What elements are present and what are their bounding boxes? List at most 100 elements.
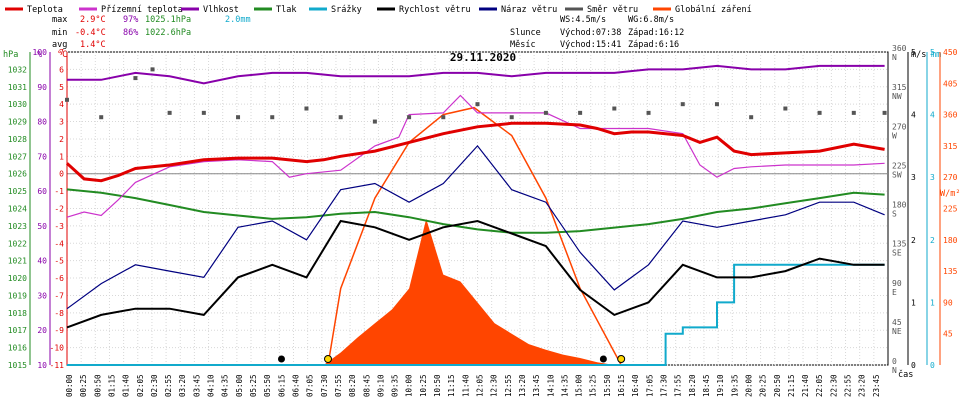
axis-temperature-tick: 1 — [59, 152, 64, 161]
legend-label-6: Náraz větru — [501, 5, 557, 15]
x-tick-label: 18:20 — [688, 374, 697, 397]
axis-pressure-tick: 1023 — [8, 222, 27, 231]
wind-dir-point — [817, 110, 822, 115]
x-tick-label: 11:15 — [447, 374, 456, 397]
axis-winddir-tick: 45 — [892, 318, 902, 327]
wind-dir-point — [150, 67, 155, 72]
wind-gust-speed: WG:6.8m/s — [628, 15, 674, 25]
unit-degc: °C — [57, 50, 67, 60]
x-tick-label: 05:00 — [235, 374, 244, 397]
x-tick-label: 22:05 — [815, 374, 824, 397]
x-tick-label: 07:05 — [306, 374, 315, 397]
x-tick-label: 14:10 — [546, 374, 555, 397]
axis-temperature-tick: -1 — [54, 187, 64, 196]
x-tick-label: 11:40 — [461, 374, 470, 397]
x-tick-label: 17:30 — [660, 374, 669, 397]
axis-winddir-label: SE — [892, 249, 902, 258]
stat-max-rain: 2.0mm — [225, 15, 251, 25]
wind-dir-point — [783, 106, 788, 111]
stats-block: max 2.9°C 97% 1025.1hPa 2.0mm min -0.4°C… — [52, 15, 251, 50]
wind-avg-speed: WS:4.5m/s — [560, 15, 606, 25]
axis-pressure-tick: 1021 — [8, 257, 27, 266]
wind-dir-point — [646, 110, 651, 115]
legend-label-5: Rychlost větru — [399, 5, 471, 15]
axis-radiation-tick: 45 — [943, 330, 953, 339]
series-theoretical-radiation — [327, 106, 622, 366]
axis-radiation-tick: 315 — [943, 142, 958, 151]
unit-pct: % — [37, 50, 42, 60]
axis-pressure-tick: 1024 — [8, 205, 27, 214]
wind-dir-point — [475, 102, 480, 107]
axis-pressure-tick: 1026 — [8, 170, 27, 179]
axis-temperature-tick: -10 — [50, 344, 65, 353]
wind-dir-point — [714, 102, 719, 107]
axis-temperature-tick: 6 — [59, 65, 64, 74]
x-tick-label: 02:30 — [150, 374, 159, 397]
axis-pressure-tick: 1020 — [8, 274, 27, 283]
axis-pressure-tick: 1029 — [8, 118, 27, 127]
axis-winddir-label: S — [892, 210, 897, 219]
axis-temperature-tick: 2 — [59, 135, 64, 144]
x-tick-label: 10:25 — [419, 374, 428, 397]
x-tick-label: 00:50 — [93, 374, 102, 397]
series-wind-speed — [66, 219, 885, 329]
x-tick-label: 04:35 — [221, 374, 230, 397]
axis-radiation-tick: 270 — [943, 173, 958, 182]
axis-wind-tick: 0 — [911, 361, 916, 370]
x-tick-label: 23:20 — [858, 374, 867, 397]
moon-label: Měsíc — [510, 40, 536, 50]
axis-pressure-tick: 1025 — [8, 187, 27, 196]
axis-radiation-tick: 225 — [943, 205, 958, 214]
axis-temperature-tick: 5 — [59, 83, 64, 92]
axis-wind-tick: 5 — [911, 48, 916, 57]
wind-dir-point — [543, 110, 548, 115]
x-tick-label: 08:45 — [362, 374, 371, 397]
axis-temperature-tick: -2 — [54, 205, 64, 214]
wind-dir-point — [509, 115, 514, 120]
wind-dir-point — [236, 115, 241, 120]
axis-winddir-tick: 90 — [892, 279, 902, 288]
axis-winddir-label: SW — [892, 170, 902, 179]
x-axis-ticks: 00:00 00:25 00:50 01:15 01:40 02:05 02:30 02:55… — [65, 374, 881, 397]
x-tick-label: 21:40 — [801, 374, 810, 397]
series-humidity — [67, 64, 885, 85]
x-tick-label: 03:20 — [178, 374, 187, 397]
axis-pressure-tick: 1022 — [8, 239, 27, 248]
unit-mm: mm — [931, 50, 941, 60]
axis-temperature-tick: -11 — [50, 361, 65, 370]
sun-label: Slunce — [510, 28, 541, 38]
axis-rain-tick: 3 — [930, 173, 935, 182]
axis-pressure-tick: 1019 — [8, 291, 27, 300]
axis-wind-tick: 1 — [911, 298, 916, 307]
axis-pressure-tick: 1032 — [8, 65, 27, 74]
x-tick-label: 13:20 — [518, 374, 527, 397]
x-tick-label: 20:00 — [744, 374, 753, 397]
x-tick-label: 10:00 — [405, 374, 414, 397]
wind-dir-point — [201, 110, 206, 115]
unit-wm2: W/m² — [940, 189, 960, 199]
x-tick-label: 20:50 — [773, 374, 782, 397]
axis-winddir-tick: 225 — [892, 161, 907, 170]
axis-humidity-tick: 10 — [37, 361, 47, 370]
axis-temperature-tick: -9 — [54, 326, 64, 335]
axis-winddir-label: E — [892, 288, 897, 297]
axis-humidity-tick: 80 — [37, 118, 47, 127]
x-tick-label: 15:00 — [575, 374, 584, 397]
x-tick-label: 15:25 — [589, 374, 598, 397]
stat-max-label: max — [52, 15, 67, 25]
wind-dir-point — [372, 119, 377, 124]
legend: Teplota Přízemní teplota Vlhkost Tlak Srážky… — [5, 5, 752, 15]
axis-temperature-tick: -5 — [54, 257, 64, 266]
unit-hpa: hPa — [3, 50, 18, 60]
x-tick-label: 22:30 — [829, 374, 838, 397]
x-tick-label: 16:15 — [617, 374, 626, 397]
wind-dir-point — [270, 115, 275, 120]
wind-dir-point — [612, 106, 617, 111]
axis-temperature-tick: -8 — [54, 309, 64, 318]
x-tick-label: 12:05 — [476, 374, 485, 397]
stat-max-hum: 97% — [123, 15, 138, 25]
series — [65, 64, 887, 366]
sunset-time: Západ:16:12 — [628, 28, 684, 38]
legend-label-8: Globální záření — [675, 5, 752, 15]
